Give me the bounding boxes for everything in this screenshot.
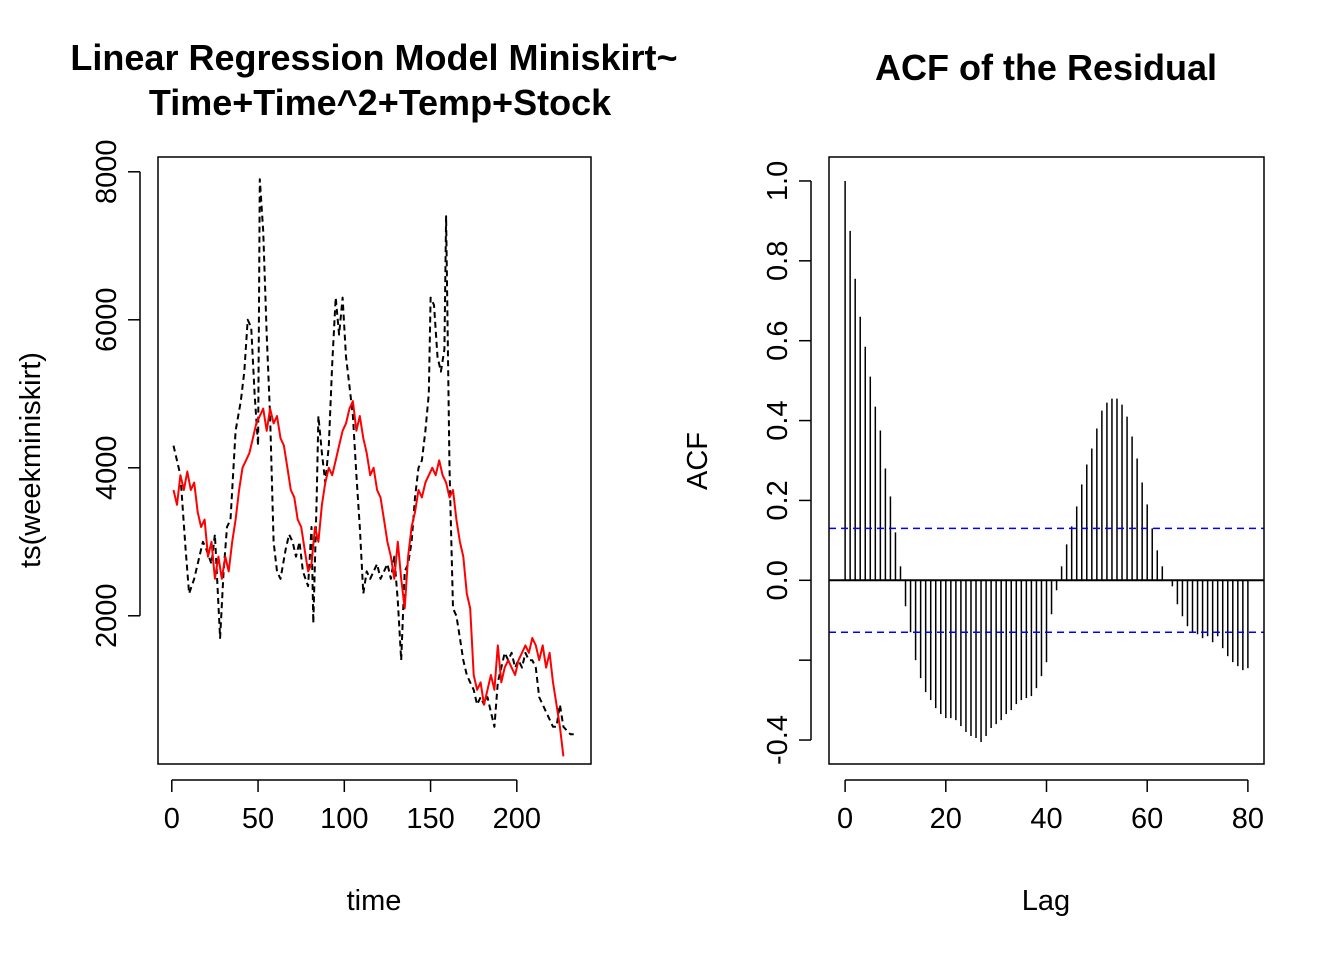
regression-plot-box xyxy=(157,156,592,765)
regression-y-tick-label: 4000 xyxy=(91,436,123,501)
acf-y-tick-label: 1.0 xyxy=(762,161,794,201)
acf-y-tick-label: 0.2 xyxy=(762,480,794,520)
acf-y-tick-label: -0.4 xyxy=(762,715,794,765)
acf-y-tick-label: 0.0 xyxy=(762,560,794,600)
regression-y-tick-label: 2000 xyxy=(91,584,123,649)
regression-x-tick-label: 0 xyxy=(164,803,180,835)
regression-title-line1: Linear Regression Model Miniskirt~ xyxy=(70,37,677,78)
regression-x-axis-label: time xyxy=(347,885,402,917)
acf-x-axis-label: Lag xyxy=(1022,885,1070,917)
acf-y-tick-label: 0.6 xyxy=(762,321,794,361)
acf-plot-panel: ACF of the Residual 0 20 40 60 80-0.40.00.20… xyxy=(682,47,1265,917)
regression-plot-panel: Linear Regression Model Miniskirt~ Time+… xyxy=(15,37,678,917)
acf-x-tick-label: 20 xyxy=(930,803,962,835)
acf-y-tick-label: 0.8 xyxy=(762,241,794,281)
regression-x-tick-label: 100 xyxy=(320,803,368,835)
regression-series-group xyxy=(172,178,574,757)
regression-x-tick-label: 150 xyxy=(406,803,454,835)
acf-x-tick-label: 60 xyxy=(1131,803,1163,835)
acf-x-tick-label: 0 xyxy=(837,803,853,835)
acf-data-layer xyxy=(829,180,1264,743)
acf-x-tick-label: 80 xyxy=(1232,803,1264,835)
regression-y-tick-label: 6000 xyxy=(91,288,123,353)
acf-x-tick-label: 40 xyxy=(1030,803,1062,835)
regression-title-line2: Time+Time^2+Temp+Stock xyxy=(149,82,612,123)
acf-axes: 0 20 40 60 80 -0.4 0.0 0.2 0.4 0.6 0.8 1.0 xyxy=(762,161,1264,835)
regression-y-tick-label: 8000 xyxy=(91,140,123,205)
acf-y-tick-label: 0.4 xyxy=(762,400,794,440)
regression-axes: 0 50 100 150 200 2000 4000 6000 8000 xyxy=(91,140,541,835)
regression-x-tick-label: 200 xyxy=(493,803,541,835)
regression-y-axis-label: ts(weekminiskirt) xyxy=(15,352,47,568)
regression-data-layer xyxy=(172,178,574,757)
fitted-series-line xyxy=(172,400,565,757)
acf-plot-box xyxy=(828,156,1265,765)
observed-series-line xyxy=(172,178,574,736)
regression-x-tick-label: 50 xyxy=(242,803,274,835)
acf-y-axis-label: ACF xyxy=(682,432,714,490)
acf-title: ACF of the Residual xyxy=(875,47,1217,88)
